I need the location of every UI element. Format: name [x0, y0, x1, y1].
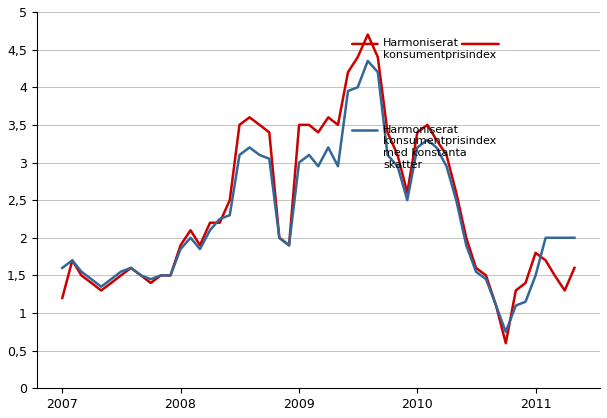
Text: Harmoniserat
konsumentprisindex: Harmoniserat konsumentprisindex [383, 38, 497, 60]
Text: Harmoniserat
konsumentprisindex
med konstanta
skatter: Harmoniserat konsumentprisindex med kons… [383, 125, 497, 170]
